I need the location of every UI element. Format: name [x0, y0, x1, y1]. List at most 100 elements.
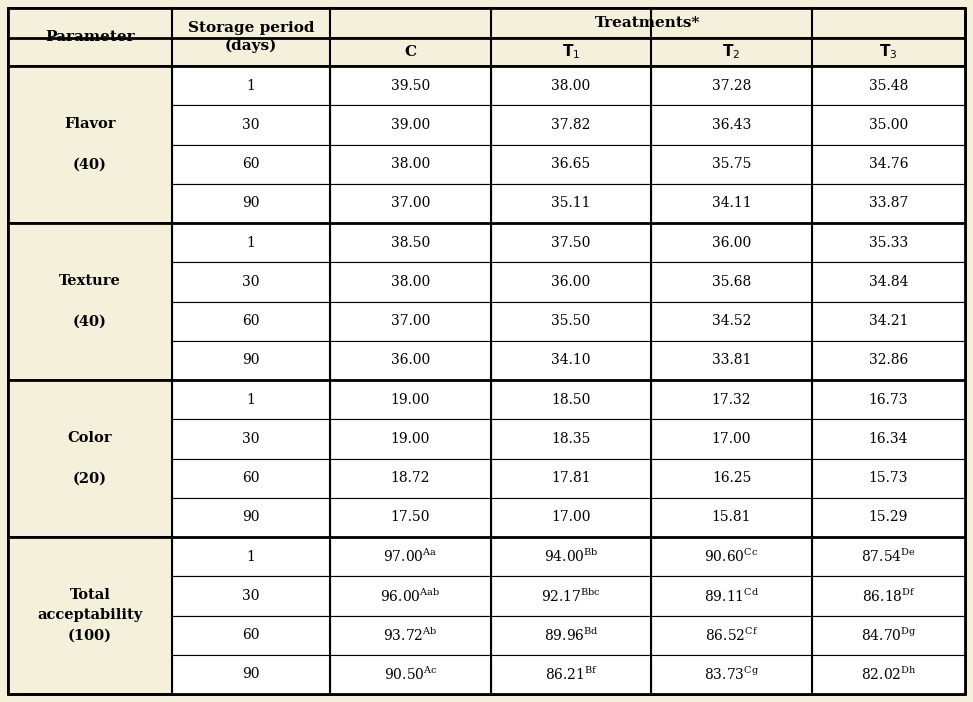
Text: 35.50: 35.50 — [552, 314, 591, 328]
Bar — [812, 655, 965, 694]
Bar — [491, 419, 651, 458]
Bar — [172, 145, 330, 184]
Bar — [651, 38, 812, 66]
Text: $\mathbf{T}_{1}$: $\mathbf{T}_{1}$ — [561, 43, 580, 61]
Bar — [651, 105, 812, 145]
Bar — [491, 537, 651, 576]
Text: 86.18$^{\mathregular{Df}}$: 86.18$^{\mathregular{Df}}$ — [861, 588, 916, 604]
Text: 37.00: 37.00 — [391, 314, 430, 328]
Text: 15.81: 15.81 — [712, 510, 751, 524]
Bar — [8, 380, 172, 537]
Text: Flavor

(40): Flavor (40) — [64, 117, 116, 172]
Bar — [812, 38, 965, 66]
Bar — [812, 537, 965, 576]
Bar — [651, 301, 812, 340]
Text: Texture

(40): Texture (40) — [59, 274, 121, 329]
Text: 15.73: 15.73 — [869, 471, 908, 485]
Text: 34.11: 34.11 — [711, 197, 751, 211]
Text: 35.75: 35.75 — [712, 157, 751, 171]
Bar — [651, 263, 812, 301]
Bar — [812, 184, 965, 223]
Bar — [812, 380, 965, 419]
Bar — [651, 66, 812, 105]
Text: 34.10: 34.10 — [552, 353, 591, 367]
Bar — [812, 301, 965, 340]
Text: 17.50: 17.50 — [391, 510, 430, 524]
Text: 36.43: 36.43 — [712, 118, 751, 132]
Bar — [651, 419, 812, 458]
Text: 16.25: 16.25 — [712, 471, 751, 485]
Text: 38.00: 38.00 — [391, 157, 430, 171]
Text: 39.50: 39.50 — [391, 79, 430, 93]
Text: 38.50: 38.50 — [391, 236, 430, 250]
Bar — [8, 223, 172, 380]
Bar — [651, 223, 812, 263]
Bar — [172, 419, 330, 458]
Text: 35.00: 35.00 — [869, 118, 908, 132]
Text: 96.00$^{\mathregular{Aab}}$: 96.00$^{\mathregular{Aab}}$ — [380, 588, 441, 604]
Bar — [330, 419, 491, 458]
Bar — [812, 66, 965, 105]
Bar — [812, 576, 965, 616]
Text: Storage period
(days): Storage period (days) — [188, 20, 314, 53]
Bar — [330, 458, 491, 498]
Bar — [651, 340, 812, 380]
Text: 17.32: 17.32 — [712, 392, 751, 406]
Bar — [172, 380, 330, 419]
Text: 30: 30 — [242, 589, 260, 603]
Text: 94.00$^{\mathregular{Bb}}$: 94.00$^{\mathregular{Bb}}$ — [544, 548, 598, 565]
Text: 35.48: 35.48 — [869, 79, 908, 93]
Bar — [491, 616, 651, 655]
Bar — [491, 340, 651, 380]
Bar — [330, 223, 491, 263]
Text: 32.86: 32.86 — [869, 353, 908, 367]
Text: 36.00: 36.00 — [552, 275, 591, 289]
Bar — [172, 105, 330, 145]
Text: 17.81: 17.81 — [551, 471, 591, 485]
Text: 87.54$^{\mathregular{De}}$: 87.54$^{\mathregular{De}}$ — [861, 548, 916, 565]
Text: 1: 1 — [246, 79, 256, 93]
Bar — [172, 537, 330, 576]
Bar — [330, 8, 965, 38]
Text: 37.28: 37.28 — [712, 79, 751, 93]
Bar — [491, 263, 651, 301]
Text: 17.00: 17.00 — [712, 432, 751, 446]
Text: 34.52: 34.52 — [712, 314, 751, 328]
Text: 15.29: 15.29 — [869, 510, 908, 524]
Bar — [812, 419, 965, 458]
Text: 83.73$^{\mathregular{Cg}}$: 83.73$^{\mathregular{Cg}}$ — [703, 665, 759, 683]
Bar — [651, 537, 812, 576]
Text: 86.52$^{\mathregular{Cf}}$: 86.52$^{\mathregular{Cf}}$ — [704, 626, 758, 644]
Text: 1: 1 — [246, 236, 256, 250]
Bar — [330, 537, 491, 576]
Bar — [491, 145, 651, 184]
Bar — [491, 380, 651, 419]
Bar — [8, 537, 172, 694]
Bar — [651, 576, 812, 616]
Text: 34.76: 34.76 — [869, 157, 908, 171]
Bar — [491, 655, 651, 694]
Bar — [330, 145, 491, 184]
Bar — [651, 380, 812, 419]
Bar — [8, 8, 172, 66]
Bar — [172, 616, 330, 655]
Bar — [172, 66, 330, 105]
Bar — [491, 38, 651, 66]
Bar — [330, 380, 491, 419]
Bar — [330, 340, 491, 380]
Text: 36.00: 36.00 — [712, 236, 751, 250]
Text: 18.50: 18.50 — [552, 392, 591, 406]
Text: 84.70$^{\mathregular{Dg}}$: 84.70$^{\mathregular{Dg}}$ — [861, 626, 917, 644]
Text: C: C — [405, 45, 416, 59]
Text: 60: 60 — [242, 471, 260, 485]
Text: 60: 60 — [242, 157, 260, 171]
Bar — [651, 498, 812, 537]
Bar — [172, 458, 330, 498]
Text: 30: 30 — [242, 118, 260, 132]
Text: 89.11$^{\mathregular{Cd}}$: 89.11$^{\mathregular{Cd}}$ — [703, 588, 759, 604]
Text: 18.72: 18.72 — [391, 471, 430, 485]
Text: Parameter: Parameter — [45, 30, 135, 44]
Text: 39.00: 39.00 — [391, 118, 430, 132]
Bar — [8, 66, 172, 223]
Text: 16.73: 16.73 — [869, 392, 908, 406]
